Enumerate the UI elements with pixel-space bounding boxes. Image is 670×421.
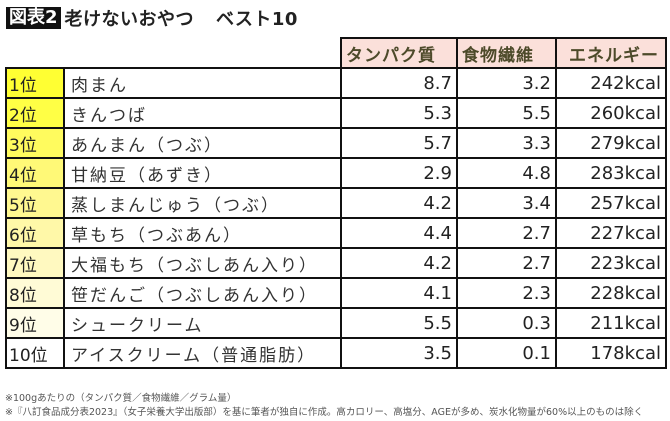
energy-cell: 228kcal — [555, 277, 667, 309]
rank-cell: 3位 — [5, 127, 65, 159]
table-row: 1位 肉まん 8.7 3.2 242kcal — [5, 67, 667, 99]
energy-cell: 283kcal — [555, 157, 667, 189]
protein-cell: 5.3 — [340, 97, 458, 129]
snack-name-cell: シュークリーム — [63, 307, 342, 339]
table-row: 9位 シュークリーム 5.5 0.3 211kcal — [5, 307, 667, 339]
rank-cell: 8位 — [5, 277, 65, 309]
fiber-cell: 3.4 — [456, 187, 557, 219]
fiber-cell: 4.8 — [456, 157, 557, 189]
table-row: 5位 蒸しまんじゅう（つぶ） 4.2 3.4 257kcal — [5, 187, 667, 219]
footnotes: ※100gあたりの（タンパク質／食物繊維／グラム量） ※『八訂食品成分表2023… — [5, 392, 643, 420]
energy-cell: 227kcal — [555, 217, 667, 249]
protein-cell: 2.9 — [340, 157, 458, 189]
snack-name-cell: 蒸しまんじゅう（つぶ） — [63, 187, 342, 219]
header-energy: エネルギー — [555, 37, 667, 69]
title-subtitle: ベスト10 — [216, 9, 298, 30]
energy-cell: 279kcal — [555, 127, 667, 159]
header-protein: タンパク質 — [340, 37, 458, 69]
snack-name-cell: 甘納豆（あずき） — [63, 157, 342, 189]
protein-cell: 4.4 — [340, 217, 458, 249]
protein-cell: 5.5 — [340, 307, 458, 339]
footnote-1: ※100gあたりの（タンパク質／食物繊維／グラム量） — [5, 393, 237, 404]
fiber-cell: 3.3 — [456, 127, 557, 159]
fiber-cell: 0.1 — [456, 337, 557, 369]
rank-cell: 9位 — [5, 307, 65, 339]
fiber-cell: 2.3 — [456, 277, 557, 309]
figure-badge: 図表2 — [6, 7, 61, 29]
protein-cell: 5.7 — [340, 127, 458, 159]
energy-cell: 257kcal — [555, 187, 667, 219]
snack-name-cell: きんつば — [63, 97, 342, 129]
rank-cell: 5位 — [5, 187, 65, 219]
protein-cell: 4.1 — [340, 277, 458, 309]
energy-cell: 260kcal — [555, 97, 667, 129]
table-row: 10位 アイスクリーム（普通脂肪） 3.5 0.1 178kcal — [5, 337, 667, 369]
energy-cell: 223kcal — [555, 247, 667, 279]
snack-name-cell: 大福もち（つぶしあん入り） — [63, 247, 342, 279]
rank-cell: 10位 — [5, 337, 65, 369]
protein-cell: 4.2 — [340, 187, 458, 219]
snack-name-cell: 草もち（つぶあん） — [63, 217, 342, 249]
header-row: タンパク質 食物繊維 エネルギー — [6, 37, 667, 69]
rank-cell: 7位 — [5, 247, 65, 279]
energy-cell: 211kcal — [555, 307, 667, 339]
table-row: 2位 きんつば 5.3 5.5 260kcal — [5, 97, 667, 129]
header-fiber: 食物繊維 — [456, 37, 557, 69]
title-text: 老けないおやつ — [64, 9, 195, 30]
fiber-cell: 2.7 — [456, 247, 557, 279]
fiber-cell: 5.5 — [456, 97, 557, 129]
protein-cell: 3.5 — [340, 337, 458, 369]
energy-cell: 178kcal — [555, 337, 667, 369]
protein-cell: 4.2 — [340, 247, 458, 279]
fiber-cell: 3.2 — [456, 67, 557, 99]
figure-title: 図表2 老けないおやつ ベスト10 — [6, 6, 298, 30]
table-row: 7位 大福もち（つぶしあん入り） 4.2 2.7 223kcal — [5, 247, 667, 279]
snack-name-cell: あんまん（つぶ） — [63, 127, 342, 159]
table-row: 4位 甘納豆（あずき） 2.9 4.8 283kcal — [5, 157, 667, 189]
energy-cell: 242kcal — [555, 67, 667, 99]
footnote-2: ※『八訂食品成分表2023』（女子栄養大学出版部）を基に筆者が独自に作成。高カロ… — [5, 407, 644, 418]
snack-name-cell: アイスクリーム（普通脂肪） — [63, 337, 342, 369]
table-row: 8位 笹だんご（つぶしあん入り） 4.1 2.3 228kcal — [5, 277, 667, 309]
table-row: 3位 あんまん（つぶ） 5.7 3.3 279kcal — [5, 127, 667, 159]
rank-cell: 4位 — [5, 157, 65, 189]
rank-cell: 1位 — [5, 67, 65, 99]
ranking-table: タンパク質 食物繊維 エネルギー 1位 肉まん 8.7 3.2 242kcal 2位 きんつ… — [5, 37, 667, 369]
fiber-cell: 0.3 — [456, 307, 557, 339]
protein-cell: 8.7 — [340, 67, 458, 99]
snack-name-cell: 笹だんご（つぶしあん入り） — [63, 277, 342, 309]
snack-name-cell: 肉まん — [63, 67, 342, 99]
table-row: 6位 草もち（つぶあん） 4.4 2.7 227kcal — [5, 217, 667, 249]
rank-cell: 2位 — [5, 97, 65, 129]
rank-cell: 6位 — [5, 217, 65, 249]
fiber-cell: 2.7 — [456, 217, 557, 249]
